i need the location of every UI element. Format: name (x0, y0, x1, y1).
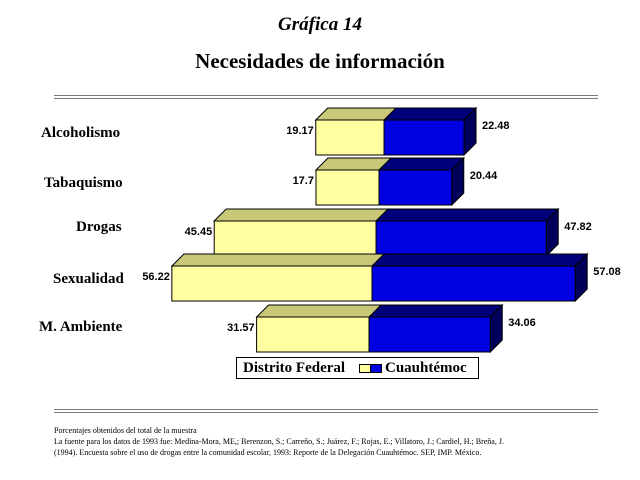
bar-cuauhtemoc-alcoholismo (382, 106, 478, 157)
bar-cuauhtemoc-sexualidad-top (370, 253, 589, 267)
value-label-distrito-federal-sexualidad: 56.22 (142, 271, 170, 283)
bar-cuauhtemoc-drogas-top (374, 208, 560, 222)
value-label-distrito-federal-tabaquismo: 17.7 (293, 175, 314, 187)
value-label-distrito-federal-drogas: 45.45 (185, 226, 213, 238)
bar-cuauhtemoc-tabaquismo-top (377, 157, 465, 171)
bottom-rule (54, 409, 598, 410)
bar-cuauhtemoc-drogas (374, 207, 560, 258)
bar-distrito-federal-drogas (213, 220, 377, 257)
legend-swatch-cuauhtemoc (370, 364, 382, 373)
value-label-cuauhtemoc-drogas: 47.82 (564, 221, 592, 233)
value-label-cuauhtemoc-alcoholismo: 22.48 (482, 120, 510, 132)
source-notes: Porcentajes obtenidos del total de la mu… (54, 425, 614, 458)
bar-cuauhtemoc-tabaquismo (377, 156, 465, 207)
bar-cuauhtemoc-tabaquismo-front (378, 169, 453, 206)
legend: Distrito Federal Cuauhtémoc (236, 357, 479, 379)
category-label-alcoholismo: Alcoholismo (41, 125, 120, 141)
bar-cuauhtemoc-drogas-front (375, 220, 547, 257)
bar-distrito-federal-sexualidad (171, 265, 373, 302)
bar-cuauhtemoc-m-ambiente-top (367, 304, 504, 318)
bar-cuauhtemoc-m-ambiente-front (368, 316, 491, 353)
bar-cuauhtemoc-m-ambiente (367, 303, 504, 354)
bar-distrito-federal-top-m-ambiente (255, 304, 383, 318)
bar-cuauhtemoc-alcoholismo-top (382, 107, 478, 121)
value-label-distrito-federal-m-ambiente: 31.57 (227, 322, 255, 334)
value-label-cuauhtemoc-sexualidad: 57.08 (593, 266, 621, 278)
chart-title: Necesidades de información (195, 49, 445, 73)
bar-distrito-federal-top-tabaquismo (314, 157, 393, 171)
note-line-2: La fuente para los datos de 1993 fue: Me… (54, 437, 504, 446)
top-rule-2 (54, 98, 598, 99)
note-line-1: Porcentajes obtenidos del total de la mu… (54, 426, 197, 435)
bar-distrito-federal-tabaquismo (315, 169, 380, 206)
bar-cuauhtemoc-alcoholismo-front (383, 119, 465, 156)
bar-cuauhtemoc-sexualidad (370, 252, 589, 303)
legend-label-distrito-federal: Distrito Federal (243, 360, 346, 376)
bottom-rule-2 (54, 412, 598, 413)
category-label-drogas: Drogas (76, 219, 122, 235)
bar-distrito-federal-m-ambiente (256, 316, 370, 353)
bar-distrito-federal-top-drogas (212, 208, 390, 222)
bar-cuauhtemoc-sexualidad-front (371, 265, 576, 302)
bar-distrito-federal-top-sexualidad (170, 253, 386, 267)
top-rule (54, 95, 598, 96)
value-label-cuauhtemoc-m-ambiente: 34.06 (508, 317, 536, 329)
chart-subtitle: Gráfica 14 (278, 14, 362, 35)
legend-label-cuauhtemoc: Cuauhtémoc (385, 360, 467, 376)
category-label-sexualidad: Sexualidad (53, 271, 125, 287)
value-label-distrito-federal-alcoholismo: 19.17 (286, 125, 314, 137)
value-label-cuauhtemoc-tabaquismo: 20.44 (470, 170, 498, 182)
bar-distrito-federal-top-alcoholismo (314, 107, 398, 121)
category-label-tabaquismo: Tabaquismo (44, 175, 123, 191)
note-line-3: (1994). Encuesta sobre el uso de drogas … (54, 448, 482, 457)
category-label-m-ambiente: M. Ambiente (39, 319, 123, 335)
bar-distrito-federal-alcoholismo (315, 119, 385, 156)
